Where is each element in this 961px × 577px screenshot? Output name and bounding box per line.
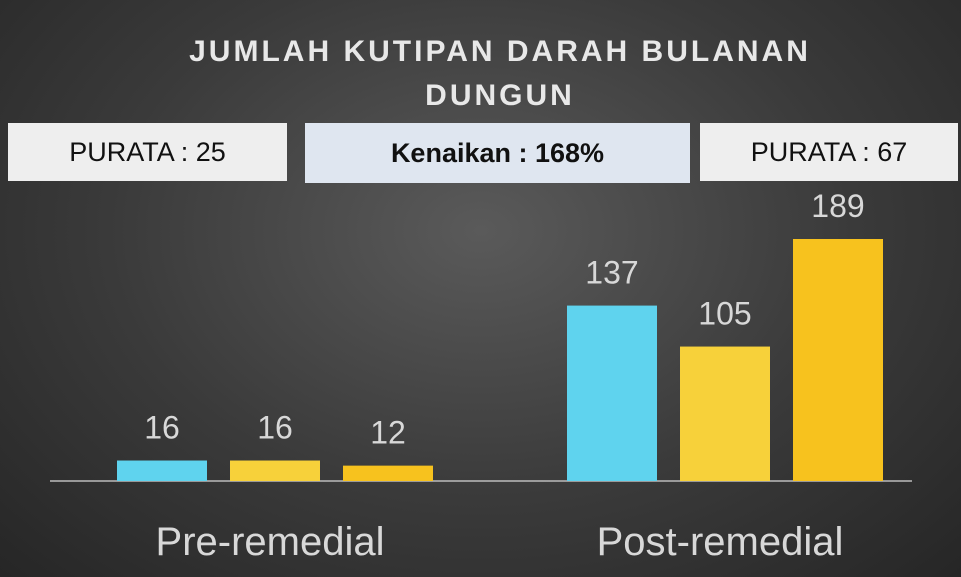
annotation: PURATA : 25 <box>8 123 287 181</box>
bar <box>793 239 883 481</box>
bar <box>567 305 657 481</box>
bar <box>117 460 207 481</box>
value-label: 16 <box>144 410 180 446</box>
annotation: Kenaikan : 168% <box>305 123 690 183</box>
value-label: 105 <box>698 296 751 332</box>
x-tick-label: Post-remedial <box>597 520 844 564</box>
value-label: 189 <box>811 188 864 224</box>
chart-title: JUMLAH KUTIPAN DARAH BULANAN DUNGUN <box>189 35 811 112</box>
bar <box>343 465 433 481</box>
bar <box>680 346 770 481</box>
annotation: PURATA : 67 <box>700 123 958 181</box>
bar <box>230 460 320 481</box>
value-label: 12 <box>370 415 406 451</box>
value-label: 137 <box>585 255 638 291</box>
x-tick-label: Pre-remedial <box>156 520 385 564</box>
value-label: 16 <box>257 410 293 446</box>
